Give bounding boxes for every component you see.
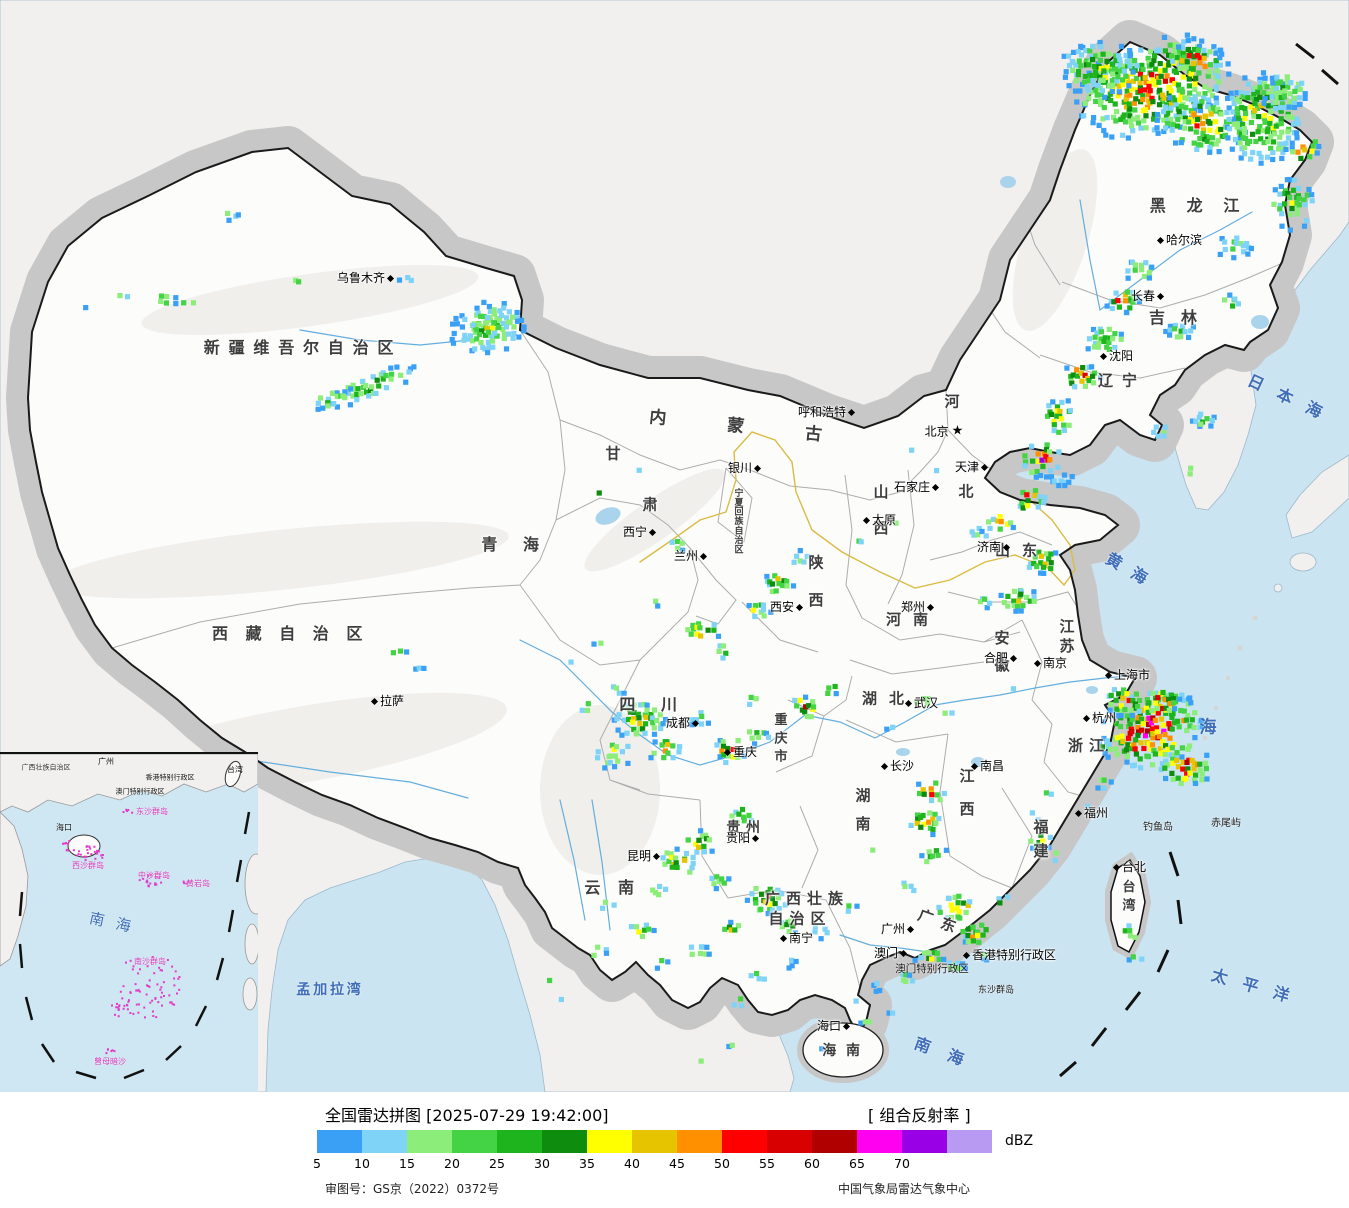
map-approval-number: 审图号：GS京（2022）0372号: [325, 1182, 499, 1196]
colorbar-tick: 60: [804, 1156, 820, 1171]
data-source: 中国气象局雷达气象中心: [838, 1182, 971, 1196]
colorbar-tick: 45: [669, 1156, 685, 1171]
colorbar-segment: [857, 1130, 902, 1153]
ryukyu-island-chain: [1203, 615, 1258, 740]
japan-islands: [1273, 454, 1349, 593]
colorbar-tick: 65: [849, 1156, 865, 1171]
colorbar-tick: 70: [894, 1156, 910, 1171]
colorbar-tick: 50: [714, 1156, 730, 1171]
inset-island-groups: [62, 808, 190, 1055]
legend-title: 全国雷达拼图 [2025-07-29 19:42:00]: [325, 1106, 609, 1125]
colorbar-segment: [452, 1130, 497, 1153]
colorbar-tick: 10: [354, 1156, 370, 1171]
colorbar-segment: [947, 1130, 992, 1153]
inset-nine-dash-line: [18, 811, 251, 1080]
colorbar-unit: dBZ: [1005, 1133, 1034, 1149]
reflectivity-colorbar: [317, 1130, 992, 1153]
colorbar-tick: 40: [624, 1156, 640, 1171]
china-radar-map: 黑龙江 吉林 辽宁 内蒙古 新疆维吾尔自治区甘肃青海 西藏自治区 四川 云南 贵州 广西壮族 自治区…: [0, 0, 1349, 1094]
yellow-river: [639, 431, 1076, 589]
inset-taiwan-island: [224, 760, 242, 788]
colorbar-segment: [812, 1130, 857, 1153]
colorbar-segment: [722, 1130, 767, 1153]
colorbar-segment: [767, 1130, 812, 1153]
colorbar-tick: 15: [399, 1156, 415, 1171]
province-boundaries: [111, 154, 1286, 989]
colorbar-segment: [632, 1130, 677, 1153]
colorbar-tick: 5: [313, 1156, 321, 1171]
colorbar-tick: 35: [579, 1156, 595, 1171]
inset-landmass: [0, 754, 258, 1011]
colorbar-tick: 55: [759, 1156, 775, 1171]
inset-canvas: [0, 754, 258, 1094]
colorbar-segment: [677, 1130, 722, 1153]
colorbar-tick: 25: [489, 1156, 505, 1171]
colorbar-segment: [587, 1130, 632, 1153]
colorbar-tick: 30: [534, 1156, 550, 1171]
colorbar-segment: [902, 1130, 947, 1153]
colorbar-segment: [362, 1130, 407, 1153]
radar-echo-layer: [83, 32, 1322, 1064]
legend-panel: 全国雷达拼图 [2025-07-29 19:42:00] [ 组合反射率 ] 5…: [0, 1092, 1349, 1208]
colorbar-tick: 20: [444, 1156, 460, 1171]
hainan-island: [802, 1022, 884, 1078]
colorbar-segment: [542, 1130, 587, 1153]
legend-product-name: [ 组合反射率 ]: [868, 1106, 971, 1125]
colorbar-tick-labels: 5 10 15 20 25 30 35 40 45 50 55 60 65 70: [313, 1156, 1017, 1172]
colorbar-segment: [317, 1130, 362, 1153]
rivers: [249, 199, 1253, 953]
colorbar-segment: [407, 1130, 452, 1153]
south-china-sea-inset-map: 广西壮族自治区 广州 香港特别行政区 澳门特别行政区 台湾 海口 东沙群岛 西沙群岛 中沙群岛黄…: [0, 752, 258, 1094]
colorbar-segment: [497, 1130, 542, 1153]
nine-dash-line: [1059, 42, 1339, 1078]
